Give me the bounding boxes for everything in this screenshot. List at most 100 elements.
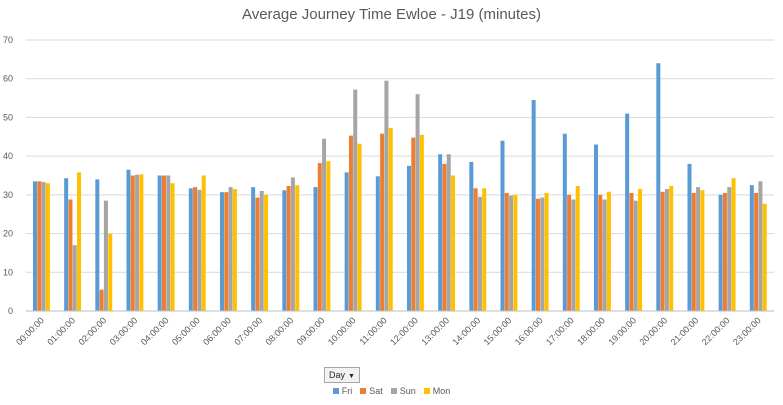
- y-tick-label: 50: [3, 112, 13, 122]
- bar-sun-23: [758, 181, 763, 311]
- legend-label: Fri: [341, 386, 353, 396]
- bar-sun-15: [509, 195, 514, 311]
- bar-sat-3: [130, 175, 135, 311]
- y-tick-label: 30: [3, 190, 13, 200]
- bar-mon-6: [232, 189, 237, 311]
- bar-mon-23: [762, 203, 767, 311]
- x-tick-label: 23:00:00: [731, 315, 763, 347]
- bar-sun-4: [166, 175, 171, 311]
- bar-fri-6: [219, 192, 224, 311]
- bar-mon-9: [326, 161, 331, 311]
- bar-mon-12: [419, 134, 424, 311]
- day-filter-button[interactable]: Day ▼: [324, 367, 360, 383]
- bar-sun-17: [571, 199, 576, 311]
- bar-sat-10: [348, 135, 353, 311]
- bar-fri-23: [749, 185, 754, 311]
- legend-item-sun: Sun: [390, 386, 416, 396]
- legend-label: Mon: [432, 386, 451, 396]
- y-tick-label: 70: [3, 35, 13, 45]
- bar-fri-18: [593, 144, 598, 311]
- bar-sun-20: [664, 189, 669, 311]
- bar-sat-0: [37, 181, 42, 311]
- bar-sun-3: [135, 174, 140, 311]
- bar-sat-8: [286, 185, 291, 311]
- legend-item-sat: Sat: [360, 386, 383, 396]
- bar-sat-11: [380, 133, 385, 311]
- bar-fri-5: [188, 188, 193, 311]
- x-tick-label: 10:00:00: [326, 315, 358, 347]
- x-tick-label: 19:00:00: [606, 315, 638, 347]
- chart-title: Average Journey Time Ewloe - J19 (minute…: [241, 6, 542, 23]
- day-filter-label: Day: [329, 370, 346, 380]
- legend-label: Sun: [399, 386, 416, 396]
- bar-sun-19: [633, 200, 638, 311]
- bar-sun-21: [696, 187, 701, 311]
- bar-fri-11: [375, 176, 380, 311]
- bar-fri-10: [344, 172, 349, 311]
- x-tick-label: 20:00:00: [637, 315, 669, 347]
- bar-sat-9: [317, 163, 322, 311]
- x-tick-label: 01:00:00: [45, 315, 77, 347]
- bar-mon-11: [388, 127, 393, 311]
- bar-sat-23: [754, 192, 759, 311]
- x-tick-label: 05:00:00: [170, 315, 202, 347]
- bar-sun-0: [41, 182, 46, 311]
- legend-swatch: [332, 388, 339, 394]
- x-tick-label: 22:00:00: [700, 315, 732, 347]
- x-tick-label: 06:00:00: [201, 315, 233, 347]
- bar-mon-15: [513, 194, 518, 311]
- bar-sun-14: [477, 196, 482, 311]
- bar-sat-12: [411, 137, 416, 311]
- bar-fri-14: [469, 161, 474, 311]
- x-tick-label: 13:00:00: [419, 315, 451, 347]
- bar-mon-17: [575, 185, 580, 311]
- bar-sat-5: [193, 187, 198, 311]
- bar-sat-14: [473, 188, 478, 311]
- bar-fri-4: [157, 175, 162, 311]
- bar-sat-6: [224, 192, 229, 311]
- bar-fri-7: [251, 187, 256, 311]
- bar-fri-17: [562, 133, 567, 311]
- x-tick-label: 15:00:00: [482, 315, 514, 347]
- bar-mon-19: [638, 189, 643, 311]
- bar-sun-13: [446, 154, 451, 311]
- legend-swatch: [360, 388, 367, 394]
- x-tick-label: 00:00:00: [14, 315, 46, 347]
- y-tick-label: 0: [8, 306, 13, 316]
- x-tick-label: 21:00:00: [669, 315, 701, 347]
- legend-item-mon: Mon: [423, 386, 451, 396]
- x-tick-label: 18:00:00: [575, 315, 607, 347]
- bar-sun-22: [727, 187, 732, 311]
- bar-sun-11: [384, 80, 389, 312]
- bar-sun-2: [103, 200, 108, 311]
- x-tick-label: 03:00:00: [108, 315, 140, 347]
- bar-sat-2: [99, 289, 104, 311]
- x-tick-label: 12:00:00: [388, 315, 420, 347]
- bar-sun-1: [72, 245, 77, 311]
- bar-sat-1: [68, 199, 73, 311]
- bar-mon-4: [170, 183, 175, 311]
- bar-fri-12: [406, 165, 411, 311]
- bar-fri-0: [32, 181, 37, 311]
- bar-fri-21: [687, 163, 692, 311]
- y-tick-label: 60: [3, 74, 13, 84]
- bar-sat-19: [629, 192, 634, 311]
- bar-mon-20: [669, 185, 674, 311]
- bar-mon-16: [544, 192, 549, 311]
- x-tick-label: 11:00:00: [357, 315, 388, 346]
- bar-sat-20: [660, 191, 665, 311]
- bar-sat-17: [567, 194, 572, 311]
- y-tick-label: 10: [3, 267, 13, 277]
- bar-sat-15: [504, 192, 509, 311]
- bar-fri-20: [656, 63, 661, 312]
- bar-sat-21: [691, 192, 696, 311]
- x-tick-label: 04:00:00: [139, 315, 171, 347]
- bar-fri-15: [500, 140, 505, 311]
- bar-sun-5: [197, 189, 202, 311]
- x-tick-label: 17:00:00: [544, 315, 576, 347]
- bar-sun-12: [415, 94, 420, 311]
- bar-fri-3: [126, 169, 131, 311]
- bar-mon-22: [731, 178, 736, 311]
- legend-label: Sat: [369, 386, 383, 396]
